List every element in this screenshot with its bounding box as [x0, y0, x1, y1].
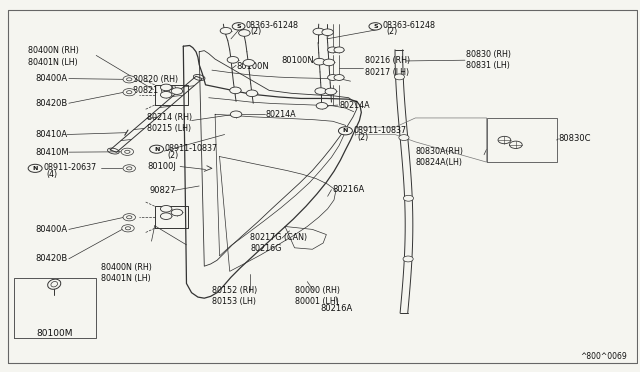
Circle shape [161, 205, 172, 212]
Text: 80152 (RH)
80153 (LH): 80152 (RH) 80153 (LH) [212, 286, 257, 307]
Text: 80420B: 80420B [35, 99, 67, 108]
Text: 80830C: 80830C [559, 134, 591, 144]
Text: N: N [154, 147, 159, 152]
Circle shape [509, 141, 522, 148]
Circle shape [239, 30, 250, 36]
Circle shape [316, 103, 328, 109]
Text: 80214A: 80214A [266, 110, 296, 119]
Circle shape [328, 74, 338, 80]
Circle shape [230, 111, 242, 118]
Circle shape [243, 60, 255, 66]
Circle shape [121, 148, 134, 155]
Circle shape [127, 91, 132, 94]
Circle shape [172, 209, 182, 216]
Circle shape [399, 135, 409, 141]
Text: 08911-10837: 08911-10837 [354, 126, 407, 135]
Text: 08363-61248: 08363-61248 [382, 21, 435, 30]
Circle shape [246, 90, 258, 97]
Circle shape [161, 92, 172, 98]
Ellipse shape [193, 74, 205, 80]
Circle shape [227, 57, 239, 63]
Circle shape [369, 23, 381, 30]
Text: 80400A: 80400A [35, 225, 67, 234]
Circle shape [28, 164, 42, 172]
Circle shape [125, 150, 130, 153]
Circle shape [403, 195, 413, 201]
Circle shape [172, 88, 182, 94]
Text: 80830 (RH)
80831 (LH): 80830 (RH) 80831 (LH) [467, 50, 511, 70]
Circle shape [127, 216, 132, 219]
Text: 80400N (RH)
80401N (LH): 80400N (RH) 80401N (LH) [28, 46, 78, 67]
Circle shape [394, 74, 404, 80]
Circle shape [314, 58, 325, 65]
Text: S: S [373, 24, 378, 29]
Circle shape [127, 167, 132, 170]
Text: 80400N (RH)
80401N (LH): 80400N (RH) 80401N (LH) [100, 263, 152, 283]
Text: 80214A: 80214A [339, 100, 370, 110]
Ellipse shape [108, 148, 119, 154]
Circle shape [323, 59, 335, 66]
Text: 80830A(RH)
80824A(LH): 80830A(RH) 80824A(LH) [415, 147, 463, 167]
Text: 80100N: 80100N [282, 57, 315, 65]
Text: 80216A: 80216A [320, 304, 352, 313]
Text: 80420B: 80420B [35, 254, 67, 263]
Text: S: S [236, 24, 241, 29]
Text: (2): (2) [168, 151, 179, 160]
Text: (4): (4) [47, 170, 58, 179]
Text: 80100N: 80100N [236, 62, 269, 71]
Text: 80216A: 80216A [333, 185, 365, 194]
Text: 80410M: 80410M [35, 148, 68, 157]
Text: 90827: 90827 [150, 186, 176, 195]
Text: ^800^0069: ^800^0069 [580, 352, 627, 361]
Circle shape [122, 225, 134, 232]
Text: N: N [33, 166, 38, 171]
Circle shape [230, 87, 241, 94]
Ellipse shape [47, 279, 61, 289]
Text: 80820 (RH)
80821 (LH): 80820 (RH) 80821 (LH) [133, 75, 178, 95]
Circle shape [150, 145, 164, 153]
Circle shape [123, 76, 136, 83]
Circle shape [123, 214, 136, 221]
Circle shape [334, 47, 344, 53]
Circle shape [322, 29, 333, 36]
Circle shape [125, 227, 131, 230]
Circle shape [315, 88, 326, 94]
Circle shape [403, 256, 413, 262]
Circle shape [161, 84, 172, 91]
Circle shape [328, 47, 338, 53]
Circle shape [498, 137, 511, 144]
Circle shape [232, 23, 245, 30]
Text: 08363-61248: 08363-61248 [246, 21, 299, 30]
Text: 80100J: 80100J [147, 162, 176, 171]
Text: (2): (2) [250, 27, 261, 36]
Text: 80000 (RH)
80001 (LH): 80000 (RH) 80001 (LH) [294, 286, 340, 307]
Circle shape [325, 88, 337, 95]
Circle shape [123, 89, 136, 96]
Circle shape [334, 74, 344, 80]
Circle shape [313, 28, 324, 35]
Text: 08911-20637: 08911-20637 [44, 163, 97, 172]
Circle shape [220, 28, 232, 34]
Text: 80100M: 80100M [36, 328, 72, 338]
Text: 80410A: 80410A [35, 130, 67, 139]
Circle shape [123, 165, 136, 172]
Text: 80217G (CAN)
80216G: 80217G (CAN) 80216G [250, 233, 307, 253]
Text: (2): (2) [386, 27, 397, 36]
Circle shape [127, 78, 132, 81]
Text: (2): (2) [357, 132, 368, 142]
Text: 80216 (RH)
80217 (LH): 80216 (RH) 80217 (LH) [365, 57, 410, 77]
Text: 80214 (RH)
80215 (LH): 80214 (RH) 80215 (LH) [147, 113, 192, 133]
Circle shape [339, 127, 353, 135]
Text: 08911-10837: 08911-10837 [164, 144, 218, 153]
Text: 80400A: 80400A [35, 74, 67, 83]
Circle shape [161, 213, 172, 219]
Text: N: N [343, 128, 348, 133]
Ellipse shape [51, 282, 58, 287]
